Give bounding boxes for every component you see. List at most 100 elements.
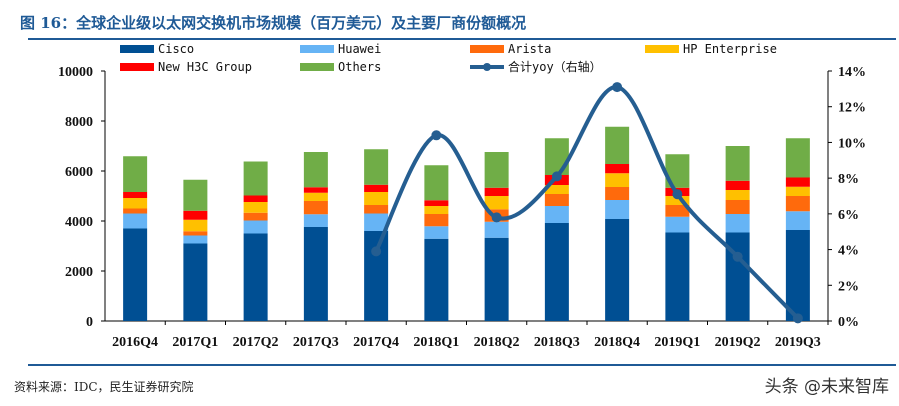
bar-arista	[243, 212, 268, 221]
y2-tick-label: 10%	[838, 136, 866, 151]
legend-swatch	[120, 45, 154, 53]
bar-others	[183, 179, 208, 211]
bar-others	[725, 146, 750, 181]
bar-new-h3c-group	[123, 192, 148, 198]
bar-arista	[605, 187, 630, 200]
legend-label: Cisco	[158, 42, 194, 56]
x-tick-label: 2017Q2	[233, 335, 279, 350]
bar-others	[484, 152, 509, 188]
bar-others	[123, 156, 148, 192]
legend-line-marker	[483, 63, 491, 71]
figure-title: 图 16：全球企业级以太网交换机市场规模（百万美元）及主要厂商份额概况	[20, 14, 527, 32]
y-tick-label: 6000	[65, 165, 93, 180]
bar-hp-enterprise	[484, 196, 509, 210]
y-tick-label: 0	[86, 315, 93, 330]
bar-hp-enterprise	[544, 185, 569, 194]
bar-new-h3c-group	[725, 180, 750, 190]
bar-cisco	[544, 223, 569, 321]
bar-hp-enterprise	[785, 186, 810, 196]
y-tick-label: 4000	[65, 215, 93, 230]
source-note: 资料来源：IDC，民生证券研究院	[14, 380, 194, 394]
bar-others	[303, 152, 328, 188]
yoy-point	[672, 189, 683, 200]
bar-arista	[183, 231, 208, 236]
bar-new-h3c-group	[243, 195, 268, 202]
yoy-point	[612, 82, 623, 93]
bar-others	[605, 126, 630, 164]
bar-arista	[123, 208, 148, 214]
bar-cisco	[785, 230, 810, 321]
legend-label: Huawei	[338, 42, 381, 56]
bar-huawei	[785, 211, 810, 230]
bar-new-h3c-group	[785, 177, 810, 187]
bar-hp-enterprise	[123, 198, 148, 209]
bar-hp-enterprise	[183, 219, 208, 232]
bar-hp-enterprise	[605, 173, 630, 187]
bar-huawei	[484, 221, 509, 238]
bar-cisco	[364, 231, 389, 321]
yoy-point	[431, 130, 442, 141]
legend-label: Arista	[508, 42, 551, 56]
bar-huawei	[544, 206, 569, 223]
x-tick-label: 2018Q1	[413, 335, 459, 350]
bar-hp-enterprise	[665, 196, 690, 205]
bar-arista	[303, 201, 328, 215]
x-tick-label: 2019Q2	[715, 335, 761, 350]
bar-huawei	[605, 200, 630, 219]
bar-arista	[544, 194, 569, 206]
bar-huawei	[725, 214, 750, 233]
y2-tick-label: 14%	[838, 65, 866, 80]
top-rule	[28, 38, 896, 40]
bar-cisco	[484, 237, 509, 321]
x-tick-label: 2017Q1	[172, 335, 218, 350]
bar-new-h3c-group	[303, 187, 328, 193]
bar-others	[424, 165, 449, 201]
legend-label: 合计yoy（右轴）	[508, 59, 602, 74]
x-tick-label: 2017Q4	[353, 335, 399, 350]
bar-arista	[785, 196, 810, 212]
bar-new-h3c-group	[364, 184, 389, 192]
bar-hp-enterprise	[243, 202, 268, 213]
bar-huawei	[183, 235, 208, 244]
yoy-point	[491, 212, 502, 223]
bar-new-h3c-group	[183, 210, 208, 220]
y2-tick-label: 8%	[838, 172, 859, 187]
legend-swatch	[120, 63, 154, 71]
bar-new-h3c-group	[605, 164, 630, 174]
x-tick-label: 2017Q3	[293, 335, 339, 350]
bar-cisco	[123, 228, 148, 321]
x-tick-label: 2018Q2	[474, 335, 520, 350]
bar-cisco	[605, 219, 630, 321]
bottom-rule	[28, 364, 896, 366]
bar-hp-enterprise	[303, 192, 328, 201]
bar-others	[364, 149, 389, 185]
bar-new-h3c-group	[424, 200, 449, 206]
y-tick-label: 8000	[65, 115, 93, 130]
x-tick-label: 2018Q3	[534, 335, 580, 350]
bar-hp-enterprise	[725, 190, 750, 200]
x-tick-label: 2019Q3	[775, 335, 821, 350]
watermark: 头条 @未来智库	[764, 377, 889, 397]
y2-tick-label: 12%	[838, 101, 866, 116]
legend-swatch	[300, 63, 334, 71]
bar-cisco	[665, 232, 690, 321]
x-tick-label: 2016Q4	[112, 335, 158, 350]
bar-others	[544, 138, 569, 175]
bar-hp-enterprise	[424, 206, 449, 214]
bar-huawei	[303, 214, 328, 227]
bar-cisco	[183, 243, 208, 321]
bar-huawei	[424, 226, 449, 239]
bar-hp-enterprise	[364, 192, 389, 205]
bar-new-h3c-group	[484, 187, 509, 196]
legend-swatch	[470, 45, 504, 53]
y2-tick-label: 6%	[838, 208, 859, 223]
bar-others	[785, 138, 810, 178]
yoy-point	[792, 313, 803, 324]
yoy-point	[551, 171, 562, 182]
bar-cisco	[303, 227, 328, 321]
legend-label: HP Enterprise	[683, 42, 777, 56]
bar-cisco	[424, 238, 449, 321]
bar-arista	[364, 205, 389, 214]
